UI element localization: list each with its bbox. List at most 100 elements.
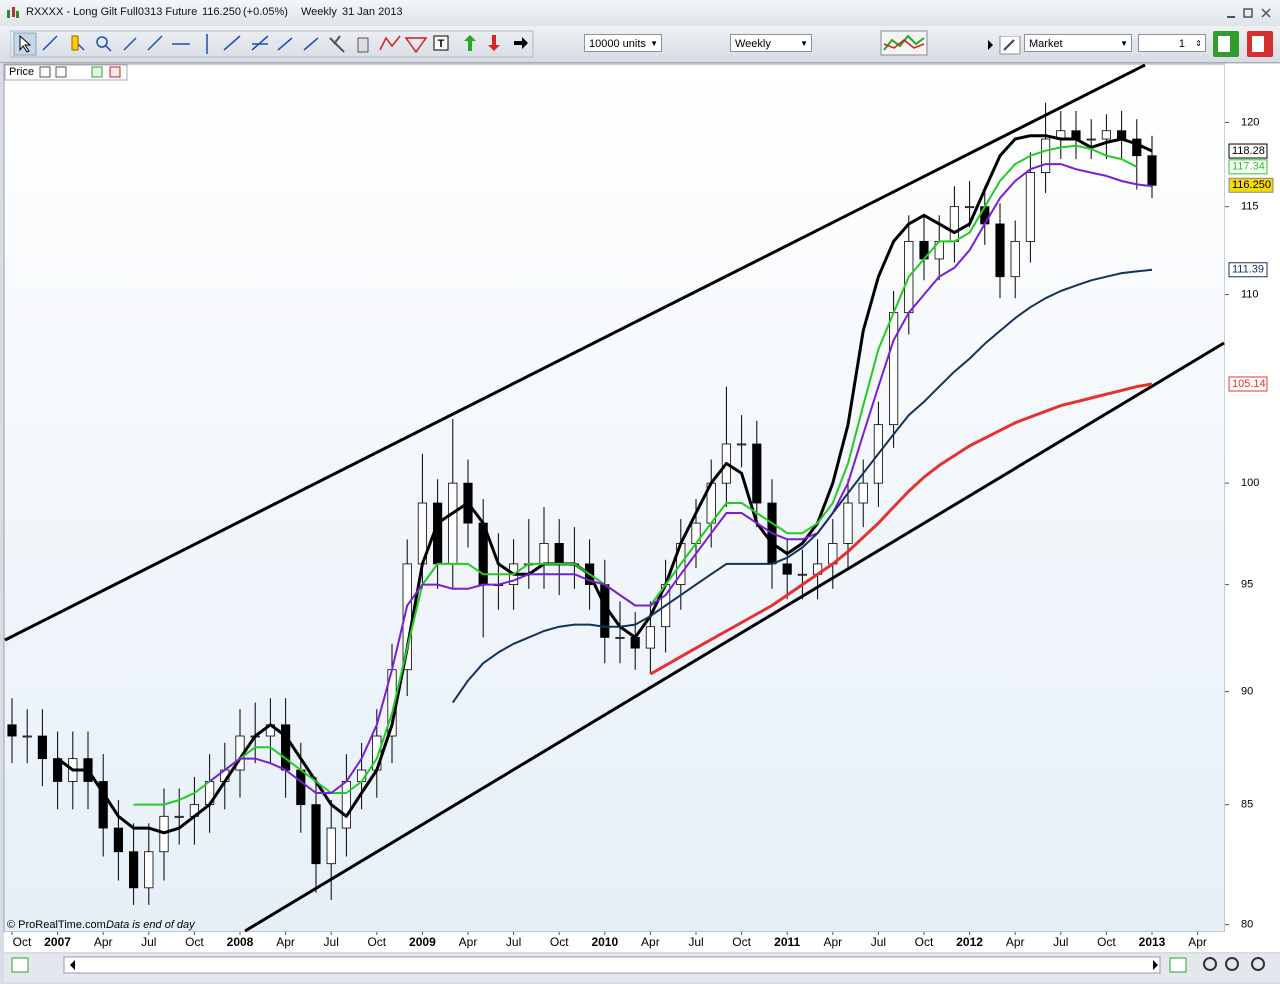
scrollbar[interactable]	[63, 956, 1161, 974]
quantity-value: 1	[1178, 38, 1185, 50]
price-badge	[1228, 376, 1268, 392]
x-tick-label: Oct	[915, 935, 934, 949]
period-value: Weekly	[735, 38, 771, 50]
price-badge	[1228, 262, 1268, 278]
candle-body	[797, 573, 807, 576]
price-badge-label: 117.34	[1232, 161, 1265, 173]
x-tick-label: Oct	[185, 935, 204, 949]
quantity-input[interactable]: 1 ⇕	[1138, 34, 1206, 52]
candle-body	[1041, 138, 1051, 173]
x-tick-label: 2012	[956, 935, 983, 949]
price-axis	[1225, 64, 1280, 932]
timeframe: Weekly	[301, 6, 337, 18]
candle-body	[630, 636, 640, 649]
candle-body	[858, 482, 868, 504]
data-note: Data is end of day	[106, 919, 196, 931]
candle-body	[326, 827, 336, 865]
candle-body	[965, 206, 975, 209]
candle-body	[737, 443, 747, 446]
candle-body	[281, 724, 291, 771]
candle-body	[615, 636, 625, 639]
order-tool[interactable]	[986, 36, 1022, 56]
units-value: 10000 units	[589, 38, 646, 50]
price-badge	[1228, 159, 1268, 175]
price-badge-label: 111.39	[1232, 264, 1264, 276]
candle-body	[37, 735, 47, 760]
candle-body	[448, 482, 458, 565]
y-tick-label: 90	[1241, 685, 1253, 697]
order-type-dropdown[interactable]: Market ▼	[1024, 34, 1132, 52]
price-badge	[1228, 143, 1268, 159]
candle-body	[949, 206, 959, 242]
y-tick-label: 80	[1241, 918, 1253, 930]
plot-background	[3, 63, 1226, 933]
candle-body	[1025, 172, 1035, 242]
x-tick-label: Apr	[823, 935, 842, 949]
x-tick-label: Apr	[276, 935, 295, 949]
lower-trendline	[244, 341, 1225, 933]
x-tick-label: Oct	[732, 935, 751, 949]
moving-average-line	[208, 163, 1153, 794]
x-tick-label: Oct	[367, 935, 386, 949]
x-tick-label: Jul	[1053, 935, 1068, 949]
x-tick-label: Jul	[324, 935, 339, 949]
candle-body	[1010, 240, 1020, 278]
x-tick-label: Jul	[688, 935, 703, 949]
candle-body	[129, 851, 139, 889]
candle-body	[539, 542, 549, 565]
y-tick-label: 110	[1241, 289, 1259, 301]
y-tick-label: 120	[1241, 116, 1259, 128]
x-tick-label: 2008	[227, 935, 254, 949]
plot	[7, 102, 1157, 905]
price-badge-label: 118.28	[1232, 145, 1265, 157]
upper-trendline	[4, 63, 1146, 642]
x-tick-label: Oct	[550, 935, 569, 949]
time-axis	[4, 932, 1280, 952]
x-tick-label: Apr	[1006, 935, 1025, 949]
candle-body	[296, 769, 306, 806]
copyright: © ProRealTime.com	[7, 919, 106, 931]
y-tick-label: 95	[1241, 579, 1253, 591]
candle-body	[1086, 138, 1096, 141]
indicator-button[interactable]	[880, 30, 928, 56]
candle-body	[22, 735, 32, 738]
candle-body	[7, 724, 17, 737]
x-tick-label: Apr	[641, 935, 660, 949]
price-badge-label: 105.14	[1232, 378, 1266, 390]
panel-icons[interactable]	[39, 66, 121, 78]
x-tick-label: Apr	[94, 935, 113, 949]
candle-body	[980, 206, 990, 225]
app-icon	[7, 7, 19, 18]
x-tick-label: 2013	[1139, 935, 1166, 949]
candle-body	[889, 312, 899, 426]
period-dropdown[interactable]: Weekly ▼	[730, 34, 812, 52]
drawing-tools[interactable]: T	[10, 30, 535, 58]
x-tick-label: 2007	[44, 935, 71, 949]
candle-body	[311, 804, 321, 865]
y-tick-label: 115	[1241, 201, 1259, 213]
trade-buttons[interactable]	[1212, 30, 1276, 58]
y-tick-label: 100	[1241, 477, 1259, 489]
moving-average-line	[649, 382, 1153, 676]
candle-body	[98, 781, 108, 829]
panel-label: Price	[9, 66, 34, 78]
candle-body	[843, 502, 853, 544]
candle-body	[752, 443, 762, 504]
candle-body	[1101, 130, 1111, 140]
units-dropdown[interactable]: 10000 units ▼	[584, 34, 662, 52]
title-bar: RXXXX - Long Gilt Full0313 Future 116.25…	[0, 0, 1280, 26]
x-tick-label: 2011	[774, 935, 800, 949]
window-controls[interactable]	[1224, 6, 1276, 20]
candle-body	[1147, 155, 1157, 186]
candle-body	[113, 827, 123, 853]
svg-text:T: T	[438, 38, 445, 50]
chart-area: Price © ProRealTime.com Data is end of d…	[3, 63, 1280, 982]
x-tick-label: Jul	[871, 935, 886, 949]
x-tick-label: Oct	[1097, 935, 1116, 949]
candle-body	[174, 815, 184, 818]
instrument-name: RXXXX - Long Gilt Full0313 Future	[26, 6, 198, 18]
zoom-controls[interactable]	[11, 957, 1265, 973]
last-price-label: 116.250	[1232, 179, 1271, 191]
x-tick-label: Apr	[459, 935, 478, 949]
x-tick-label: Jul	[141, 935, 156, 949]
